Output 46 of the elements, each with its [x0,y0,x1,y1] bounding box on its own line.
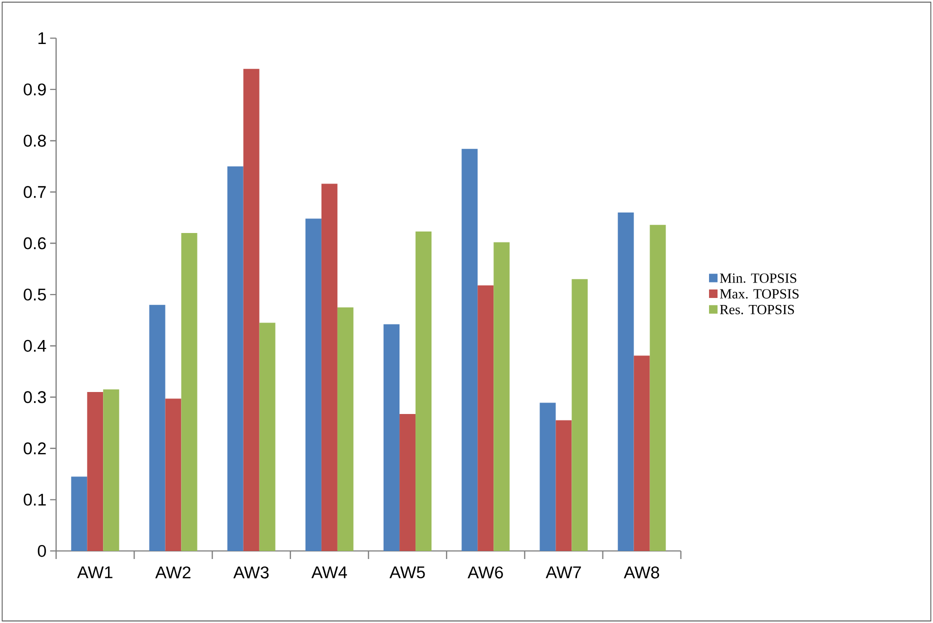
bar [259,322,276,551]
bar [618,212,634,551]
bar [305,218,322,551]
bar [227,166,244,551]
bar [181,232,198,551]
bar [540,402,556,551]
y-tick-label: 0.9 [24,83,46,96]
bar [416,231,432,551]
legend-label: Max. TOPSIS [720,289,799,299]
y-tick-label: 0.6 [24,237,46,250]
y-tick-label: 0.5 [24,288,46,300]
y-tick-label: 0.1 [24,494,46,506]
legend-label: Res. TOPSIS [720,304,794,314]
bar [478,285,494,551]
y-tick-label: 0.2 [24,442,46,454]
bar [650,224,666,551]
bar [103,389,120,551]
y-tick-label: 0.7 [24,186,46,198]
bar [384,324,400,551]
bar [87,392,104,551]
bar [165,398,182,551]
x-tick-label: AW4 [311,566,347,578]
x-tick-label: AW3 [233,566,269,578]
y-tick-label: 0.4 [24,340,46,352]
bar [400,414,416,551]
bar [71,476,88,551]
bar [556,420,572,551]
x-tick-label: AW7 [546,566,581,578]
y-tick-label: 1 [38,32,46,44]
x-tick-label: AW5 [390,566,425,578]
bar [634,356,650,551]
y-tick-label: 0.8 [24,134,46,147]
bar [494,242,510,551]
legend-label: Min. TOPSIS [720,273,796,283]
bar [321,184,338,551]
bar [243,68,260,551]
y-tick-label: 0.3 [24,391,46,404]
bar [462,148,478,551]
x-tick-label: AW2 [155,566,190,578]
bar [572,279,588,551]
x-tick-label: AW1 [77,566,112,578]
y-tick-label: 0 [38,544,46,557]
x-tick-label: AW6 [468,566,503,578]
bar [337,307,354,551]
bar [149,304,166,551]
x-tick-label: AW8 [624,566,660,578]
